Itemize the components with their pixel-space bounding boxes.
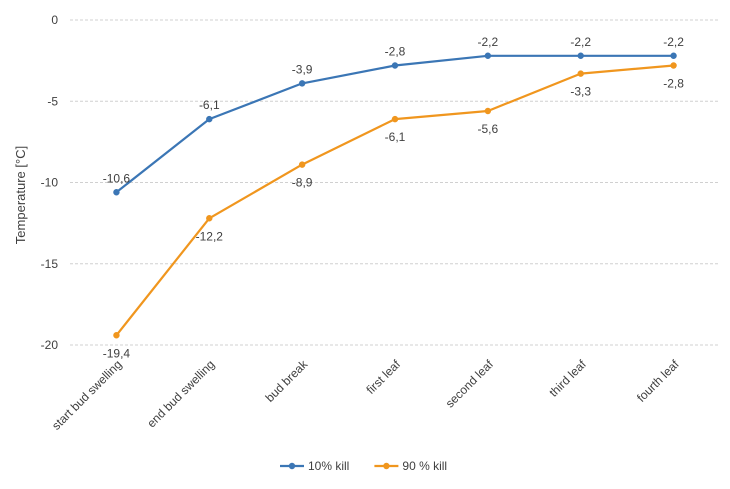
data-point[interactable] xyxy=(577,52,584,59)
y-tick-label: -10 xyxy=(41,176,59,190)
y-axis-ticks: 0 -5 -10 -15 -20 xyxy=(41,13,59,352)
data-label: -3,9 xyxy=(292,62,313,76)
y-tick-label: 0 xyxy=(51,13,58,27)
gridlines xyxy=(70,19,720,346)
data-point[interactable] xyxy=(206,215,213,222)
legend-entry[interactable]: 90 % kill xyxy=(402,459,447,473)
data-point[interactable] xyxy=(391,62,399,69)
series-points xyxy=(113,52,677,339)
data-point[interactable] xyxy=(391,115,399,123)
data-label: -2,2 xyxy=(570,35,591,49)
legend-marker xyxy=(288,462,296,470)
data-point[interactable] xyxy=(113,189,120,196)
data-point[interactable] xyxy=(113,332,120,339)
data-point[interactable] xyxy=(206,115,213,123)
data-point[interactable] xyxy=(670,52,677,59)
data-point[interactable] xyxy=(577,70,584,77)
y-tick-label: -20 xyxy=(41,338,59,352)
legend[interactable]: 10% kill 90 % kill xyxy=(280,459,447,473)
x-tick-label: first leaf xyxy=(364,357,404,397)
data-label: -19,4 xyxy=(103,346,131,360)
data-label: -2,8 xyxy=(663,77,684,91)
data-point[interactable] xyxy=(484,107,492,115)
data-point[interactable] xyxy=(484,52,492,59)
data-label: -2,2 xyxy=(478,35,499,49)
data-label: -3,3 xyxy=(570,85,591,99)
data-label: -5,6 xyxy=(478,122,499,136)
x-tick-label: start bud swelling xyxy=(49,357,124,432)
y-axis-label: Temperature [°C] xyxy=(13,146,28,244)
data-point[interactable] xyxy=(298,80,306,87)
data-label: -8,9 xyxy=(292,176,313,190)
data-label: -12,2 xyxy=(196,229,224,243)
x-tick-label: second leaf xyxy=(443,357,497,411)
legend-marker xyxy=(383,462,390,470)
data-label: -2,8 xyxy=(385,45,406,59)
y-tick-label: -5 xyxy=(47,94,58,108)
x-axis-ticks: start bud swelling end bud swelling bud br… xyxy=(49,357,682,433)
data-label: -2,2 xyxy=(663,35,684,49)
x-tick-label: bud break xyxy=(263,357,311,405)
series-line xyxy=(115,54,674,194)
data-label: -6,1 xyxy=(199,98,220,112)
x-tick-label: third leaf xyxy=(546,357,589,400)
data-point[interactable] xyxy=(298,161,306,168)
x-tick-label: end bud swelling xyxy=(144,357,217,430)
data-label: -10,6 xyxy=(103,171,131,185)
data-label: -6,1 xyxy=(385,130,406,144)
y-tick-label: -15 xyxy=(41,257,59,271)
data-point[interactable] xyxy=(670,62,677,69)
x-tick-label: fourth leaf xyxy=(634,357,682,405)
legend-entry[interactable]: 10% kill xyxy=(308,459,349,473)
data-labels: -10,6 -6,1 -3,9 -2,8 -2,2 -2,2 -2,2 -19,4 -12,2 -… xyxy=(103,35,684,361)
